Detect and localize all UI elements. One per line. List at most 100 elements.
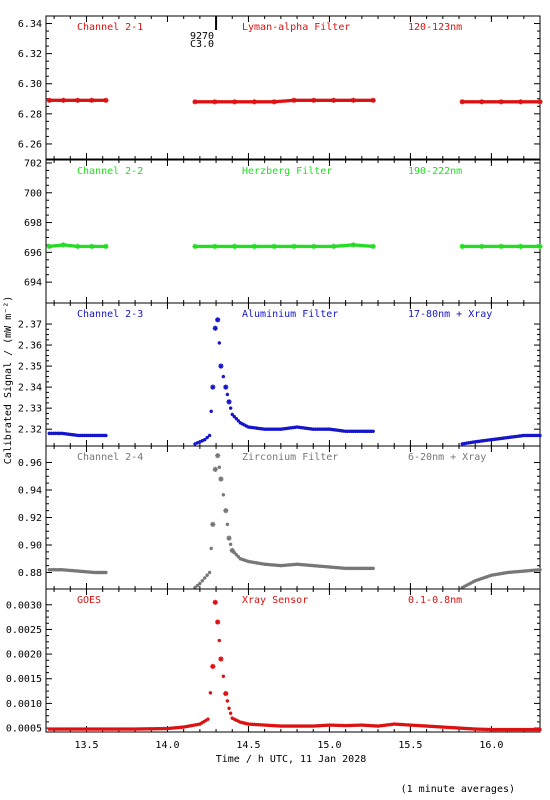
data-point	[516, 434, 520, 438]
data-point	[497, 727, 502, 732]
data-point	[495, 100, 499, 104]
data-point	[49, 727, 54, 731]
data-point	[365, 429, 370, 433]
data-point	[264, 244, 268, 249]
data-point	[49, 568, 54, 572]
data-point	[228, 100, 233, 104]
data-point	[74, 433, 79, 437]
data-point	[325, 244, 330, 249]
data-point	[269, 427, 273, 431]
data-point	[511, 244, 515, 249]
data-point	[313, 427, 317, 431]
data-point	[88, 727, 93, 731]
data-point	[464, 100, 468, 104]
x-tick-label: 13.5	[74, 740, 98, 751]
x-tick-label: 15.5	[398, 740, 422, 751]
data-point	[219, 100, 223, 104]
data-point	[254, 426, 259, 430]
data-point	[307, 563, 311, 567]
data-point	[217, 341, 222, 345]
data-point	[362, 566, 366, 571]
data-point	[196, 722, 200, 727]
data-point	[210, 384, 216, 390]
data-point	[234, 552, 239, 557]
data-point	[240, 720, 245, 725]
data-point	[465, 726, 469, 731]
data-point	[223, 690, 229, 697]
data-point	[462, 244, 466, 249]
data-point	[472, 244, 476, 249]
data-point	[449, 725, 453, 730]
data-point	[309, 427, 313, 431]
data-point	[462, 100, 466, 104]
data-point	[90, 727, 95, 731]
data-point	[414, 723, 419, 728]
data-point	[311, 563, 315, 568]
data-point	[534, 244, 538, 249]
data-point	[343, 429, 348, 433]
data-point	[437, 725, 441, 729]
data-point	[350, 723, 354, 728]
data-point	[59, 727, 64, 731]
data-point	[51, 244, 55, 248]
data-point	[330, 97, 337, 103]
data-point	[64, 432, 68, 436]
data-point	[518, 727, 522, 732]
data-point	[530, 100, 534, 104]
data-point	[67, 98, 72, 102]
data-point	[98, 433, 102, 438]
data-point	[287, 426, 291, 430]
data-point	[92, 244, 96, 249]
data-point	[204, 718, 208, 723]
data-point	[466, 100, 470, 104]
data-point	[173, 726, 178, 730]
data-point	[79, 244, 84, 249]
data-point	[331, 565, 336, 570]
data-point	[501, 571, 506, 575]
data-point	[313, 564, 317, 568]
data-point	[293, 724, 297, 728]
data-point	[284, 244, 288, 249]
data-point	[271, 427, 275, 431]
data-point	[90, 433, 95, 438]
data-point	[104, 433, 108, 438]
data-point	[260, 100, 265, 104]
data-point	[212, 466, 218, 472]
data-point	[495, 727, 500, 732]
data-point	[470, 244, 474, 249]
data-point	[72, 569, 77, 573]
data-point	[473, 727, 477, 731]
data-point	[537, 243, 543, 249]
data-point	[503, 436, 508, 440]
data-point	[374, 724, 378, 728]
data-point	[81, 244, 86, 249]
data-point	[119, 727, 123, 731]
data-point	[319, 564, 324, 569]
data-point	[447, 725, 451, 730]
data-point	[57, 727, 62, 731]
data-point	[350, 566, 354, 571]
data-point	[356, 566, 360, 571]
data-point	[295, 425, 299, 429]
data-point	[65, 98, 70, 102]
data-point	[238, 421, 243, 425]
data-point	[532, 727, 536, 732]
data-point	[514, 100, 519, 104]
data-point	[105, 727, 109, 731]
data-point	[76, 727, 80, 731]
data-point	[209, 409, 213, 414]
data-point	[49, 244, 53, 248]
data-point	[169, 726, 174, 730]
data-point	[209, 244, 213, 249]
data-point	[203, 244, 207, 249]
data-point	[63, 98, 68, 102]
data-point	[74, 97, 81, 103]
data-point	[102, 570, 106, 575]
data-point	[468, 100, 472, 104]
panel-4: 0.0005 0.0010 0.0015 0.0020 0.0025 0.0030 GOES…	[6, 588, 542, 735]
data-point	[215, 100, 219, 104]
data-point	[199, 244, 203, 249]
data-point	[215, 244, 219, 249]
data-point	[240, 244, 245, 249]
data-point	[94, 98, 98, 102]
